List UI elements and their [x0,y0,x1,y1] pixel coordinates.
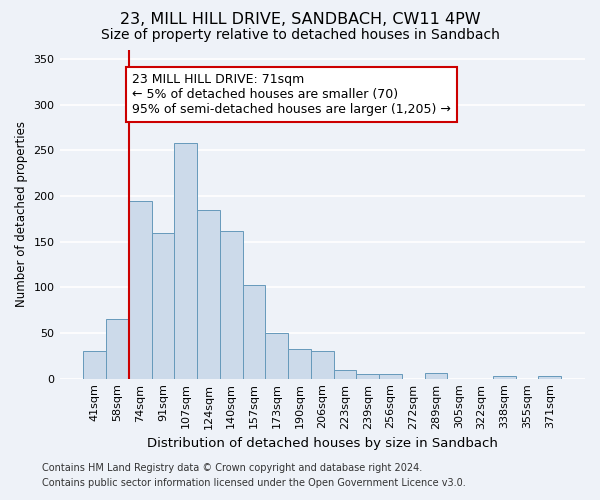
Bar [356,374,379,378]
Bar [242,284,265,378]
Bar [334,370,356,378]
Text: Size of property relative to detached houses in Sandbach: Size of property relative to detached ho… [101,28,499,42]
Bar [288,348,311,378]
Bar [83,352,106,378]
Text: 23 MILL HILL DRIVE: 71sqm
← 5% of detached houses are smaller (70)
95% of semi-d: 23 MILL HILL DRIVE: 71sqm ← 5% of detach… [133,73,451,116]
Bar [197,210,220,378]
Text: Contains HM Land Registry data © Crown copyright and database right 2024.
Contai: Contains HM Land Registry data © Crown c… [42,462,466,487]
Bar [493,376,515,378]
Bar [175,143,197,378]
Bar [106,320,129,378]
Y-axis label: Number of detached properties: Number of detached properties [15,122,28,308]
Text: 23, MILL HILL DRIVE, SANDBACH, CW11 4PW: 23, MILL HILL DRIVE, SANDBACH, CW11 4PW [119,12,481,28]
Bar [152,232,175,378]
X-axis label: Distribution of detached houses by size in Sandbach: Distribution of detached houses by size … [147,437,498,450]
Bar [538,376,561,378]
Bar [220,231,242,378]
Bar [265,333,288,378]
Bar [311,352,334,378]
Bar [425,373,448,378]
Bar [379,374,402,378]
Bar [129,200,152,378]
